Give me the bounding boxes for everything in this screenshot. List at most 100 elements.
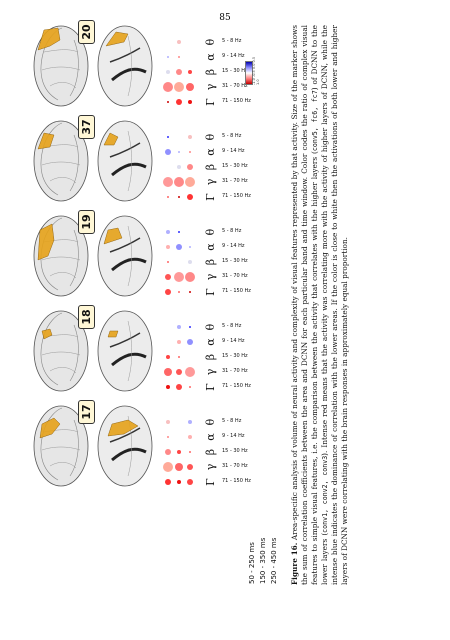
correlation-dot	[174, 82, 184, 92]
band-hz-label: 31 - 70 Hz	[222, 178, 248, 184]
band-greek-label: Γ	[204, 383, 217, 391]
band-greek-label: α	[204, 433, 217, 441]
brain-panel: 19 θ α β γ Γ 5 - 8 Hz 9 - 14 Hz 15 - 30 Hz 31 - 7…	[30, 210, 260, 300]
band-greek-label: α	[204, 148, 217, 156]
correlation-dot	[185, 367, 195, 377]
band-greek-label: θ	[204, 323, 217, 331]
band-hz-label: 71 - 150 Hz	[222, 383, 251, 389]
brain-panel: 20 θ α β γ Γ 5 - 8 Hz 9 - 14 Hz 15 - 30 Hz 31 - 7…	[30, 20, 260, 110]
correlation-dot-grid	[163, 420, 193, 485]
caption-layers-lower: conv1, conv2, conv3	[321, 455, 330, 533]
correlation-dot	[177, 480, 181, 484]
correlation-dot	[176, 384, 182, 390]
brain-medial-image	[94, 117, 160, 205]
band-greek-label: Γ	[204, 288, 217, 296]
band-greek-label: Γ	[204, 478, 217, 486]
band-greek-label: γ	[204, 463, 217, 471]
band-greek-label: γ	[204, 83, 217, 91]
band-hz-label: 5 - 8 Hz	[222, 418, 242, 424]
band-greek-label: θ	[204, 228, 217, 236]
band-greek-label: Γ	[204, 193, 217, 201]
correlation-dot	[174, 177, 184, 187]
band-greek-label: γ	[204, 178, 217, 186]
correlation-dot	[185, 177, 195, 187]
correlation-dot	[178, 356, 180, 358]
correlation-dot	[189, 451, 191, 453]
band-greek-label: Γ	[204, 98, 217, 106]
correlation-dot	[177, 325, 181, 329]
correlation-dot	[165, 289, 171, 295]
band-hz-label: 71 - 150 Hz	[222, 478, 251, 484]
band-hz-label: 31 - 70 Hz	[222, 368, 248, 374]
figure-caption: Figure 16. Area-specific analysis of vol…	[290, 25, 351, 585]
correlation-dot	[176, 69, 182, 75]
caption-layers-higher: conv5, fc6, fc7	[311, 90, 320, 152]
brain-lateral-image	[30, 212, 96, 300]
time-window-label: 150 - 350 ms	[259, 537, 267, 584]
band-hz-label: 15 - 30 Hz	[222, 163, 248, 169]
correlation-dot	[178, 196, 180, 198]
band-greek-label: β	[204, 448, 217, 456]
band-greek-label: θ	[204, 133, 217, 141]
band-greek-label: θ	[204, 38, 217, 46]
correlation-dot	[163, 177, 173, 187]
correlation-dot	[166, 420, 170, 424]
area-number-badge: 18	[78, 305, 95, 329]
correlation-dot	[188, 70, 192, 74]
correlation-dot	[167, 196, 169, 198]
correlation-dot	[189, 291, 191, 293]
correlation-dot	[165, 274, 171, 280]
area-number-badge: 19	[78, 210, 95, 234]
band-hz-label: 5 - 8 Hz	[222, 133, 242, 139]
band-greek-label: β	[204, 353, 217, 361]
band-hz-label: 31 - 70 Hz	[222, 463, 248, 469]
band-hz-label: 9 - 14 Hz	[222, 243, 245, 249]
correlation-dot	[166, 230, 170, 234]
band-greek-label: γ	[204, 368, 217, 376]
band-greek-label: β	[204, 68, 217, 76]
correlation-dot	[187, 164, 193, 170]
band-hz-label: 15 - 30 Hz	[222, 68, 248, 74]
correlation-dot	[177, 40, 181, 44]
band-greek-label: β	[204, 163, 217, 171]
correlation-dot-grid	[163, 135, 195, 200]
correlation-dot	[165, 479, 171, 485]
area-number-badge: 17	[78, 400, 95, 424]
brain-lateral-image	[30, 22, 96, 110]
correlation-dot	[177, 450, 181, 454]
correlation-dot	[163, 82, 173, 92]
correlation-dot	[167, 56, 169, 58]
correlation-dot	[188, 260, 192, 264]
brain-medial-image	[94, 402, 160, 490]
correlation-dot	[188, 135, 192, 139]
correlation-dot	[167, 101, 169, 103]
band-hz-label: 9 - 14 Hz	[222, 148, 245, 154]
correlation-dot-grid	[164, 325, 195, 390]
brain-lateral-image	[30, 117, 96, 205]
time-window-label: 50 - 250 ms	[248, 542, 256, 584]
correlation-dot	[165, 449, 171, 455]
band-greek-label: α	[204, 338, 217, 346]
correlation-dot-grid	[163, 40, 194, 105]
time-window-label: 250 - 450 ms	[270, 537, 278, 584]
correlation-dot	[178, 291, 180, 293]
brain-medial-image	[94, 22, 160, 110]
correlation-dot	[174, 272, 184, 282]
brain-panel: 18 θ α β γ Γ 5 - 8 Hz 9 - 14 Hz 15 - 30 Hz 31 - 7…	[30, 305, 260, 395]
band-greek-label: θ	[204, 418, 217, 426]
band-hz-label: 31 - 70 Hz	[222, 273, 248, 279]
band-hz-label: 5 - 8 Hz	[222, 323, 242, 329]
band-hz-label: 5 - 8 Hz	[222, 38, 242, 44]
correlation-dot	[177, 165, 181, 169]
band-hz-label: 5 - 8 Hz	[222, 228, 242, 234]
correlation-dot	[176, 369, 182, 375]
brain-lateral-image	[30, 402, 96, 490]
correlation-dot	[189, 326, 191, 328]
correlation-dot	[178, 231, 180, 233]
band-hz-label: 15 - 30 Hz	[222, 448, 248, 454]
correlation-dot	[166, 385, 170, 389]
band-greek-label: γ	[204, 273, 217, 281]
brain-medial-image	[94, 212, 160, 300]
band-hz-label: 9 - 14 Hz	[222, 338, 245, 344]
